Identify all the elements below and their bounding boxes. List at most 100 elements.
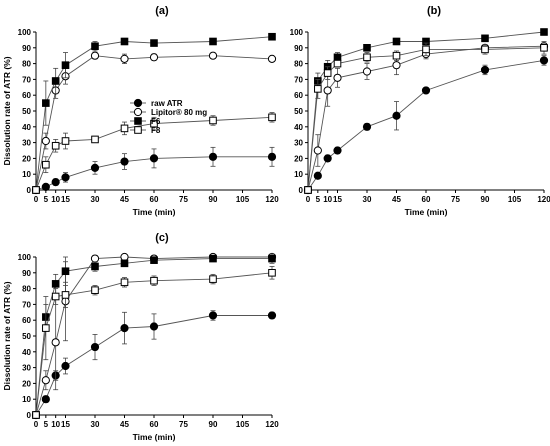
legend-marker bbox=[133, 98, 143, 108]
y-tick-label: 80 bbox=[22, 285, 31, 294]
legend-item: raw ATR bbox=[130, 98, 183, 108]
data-point bbox=[41, 376, 50, 385]
y-tick-label: 40 bbox=[22, 123, 31, 132]
series-filled-square bbox=[32, 32, 276, 194]
data-point bbox=[333, 59, 342, 68]
data-point bbox=[313, 171, 322, 180]
series-open-square bbox=[32, 112, 276, 194]
data-point bbox=[333, 73, 342, 82]
panel-title: (b) bbox=[427, 5, 441, 17]
legend-label: F8 bbox=[151, 126, 161, 135]
y-tick-label: 40 bbox=[22, 348, 31, 357]
data-point bbox=[209, 275, 217, 283]
data-point bbox=[32, 411, 40, 419]
data-point bbox=[267, 311, 277, 320]
data-point bbox=[41, 395, 50, 404]
data-point bbox=[61, 137, 70, 145]
y-tick-label: 50 bbox=[22, 332, 31, 341]
data-point bbox=[90, 342, 100, 352]
data-point bbox=[91, 262, 99, 271]
y-tick-label: 10 bbox=[294, 170, 303, 179]
data-point bbox=[90, 163, 100, 172]
x-tick-label: 5 bbox=[316, 195, 321, 204]
legend-item: F6 bbox=[130, 117, 161, 126]
data-point bbox=[149, 53, 159, 62]
y-tick-label: 80 bbox=[22, 60, 31, 69]
x-tick-label: 0 bbox=[34, 195, 39, 204]
data-point bbox=[209, 254, 217, 263]
data-point bbox=[61, 173, 70, 182]
y-tick-label: 90 bbox=[22, 44, 31, 53]
x-tick-label: 60 bbox=[150, 195, 159, 204]
data-point bbox=[392, 61, 401, 70]
data-point bbox=[268, 254, 276, 263]
x-tick-label: 15 bbox=[61, 195, 70, 204]
y-tick-label: 60 bbox=[294, 91, 303, 100]
data-point bbox=[540, 28, 548, 36]
legend-marker bbox=[133, 107, 143, 117]
x-tick-label: 15 bbox=[61, 420, 70, 429]
series-filled-circle bbox=[31, 310, 277, 420]
x-tick-label: 60 bbox=[150, 420, 159, 429]
data-point bbox=[91, 286, 99, 294]
legend-marker bbox=[134, 117, 142, 125]
series-filled-circle bbox=[31, 146, 277, 195]
data-point bbox=[41, 136, 50, 146]
data-point bbox=[91, 42, 99, 51]
x-tick-label: 120 bbox=[537, 195, 550, 204]
legend-marker bbox=[134, 126, 142, 134]
data-point bbox=[120, 324, 129, 333]
y-tick-label: 20 bbox=[22, 154, 31, 163]
y-tick-label: 70 bbox=[22, 75, 31, 84]
y-tick-label: 0 bbox=[299, 186, 304, 195]
x-tick-label: 10 bbox=[51, 195, 60, 204]
y-tick-label: 30 bbox=[22, 139, 31, 148]
data-point bbox=[209, 37, 217, 46]
series-line bbox=[307, 45, 545, 191]
y-tick-label: 70 bbox=[22, 300, 31, 309]
data-point bbox=[150, 39, 158, 47]
y-tick-label: 50 bbox=[22, 107, 31, 116]
data-point bbox=[363, 53, 371, 62]
x-tick-label: 45 bbox=[120, 420, 129, 429]
x-tick-label: 90 bbox=[209, 195, 218, 204]
y-axis-title: Dissolution rate of ATR (%) bbox=[2, 56, 12, 165]
data-point bbox=[268, 32, 276, 41]
data-point bbox=[51, 77, 60, 85]
y-tick-label: 30 bbox=[294, 139, 303, 148]
data-point bbox=[362, 67, 372, 76]
x-axis-title: Time (min) bbox=[133, 207, 176, 217]
x-axis-title: Time (min) bbox=[405, 207, 448, 217]
data-point bbox=[51, 292, 60, 301]
data-point bbox=[149, 154, 159, 163]
y-tick-label: 30 bbox=[22, 364, 31, 373]
y-tick-label: 40 bbox=[294, 123, 303, 132]
data-point bbox=[90, 254, 100, 263]
series-open-square bbox=[304, 41, 548, 194]
x-tick-label: 30 bbox=[91, 420, 100, 429]
data-point bbox=[42, 99, 50, 107]
x-tick-label: 5 bbox=[44, 195, 49, 204]
data-point bbox=[150, 276, 158, 285]
y-tick-label: 70 bbox=[294, 75, 303, 84]
x-tick-label: 90 bbox=[481, 195, 490, 204]
x-tick-label: 45 bbox=[120, 195, 129, 204]
data-point bbox=[362, 122, 372, 131]
x-tick-label: 30 bbox=[363, 195, 372, 204]
y-tick-label: 90 bbox=[294, 44, 303, 53]
data-point bbox=[120, 259, 129, 268]
x-tick-label: 75 bbox=[179, 195, 188, 204]
data-point bbox=[120, 124, 129, 133]
data-point bbox=[61, 361, 70, 371]
data-point bbox=[90, 51, 100, 60]
data-point bbox=[392, 51, 401, 60]
data-point bbox=[150, 119, 158, 128]
x-tick-label: 105 bbox=[508, 195, 522, 204]
x-tick-label: 45 bbox=[392, 195, 401, 204]
data-point bbox=[51, 178, 60, 187]
y-tick-label: 100 bbox=[18, 253, 32, 262]
data-point bbox=[313, 146, 322, 155]
y-axis-title: Dissolution rate of ATR (%) bbox=[2, 281, 12, 390]
